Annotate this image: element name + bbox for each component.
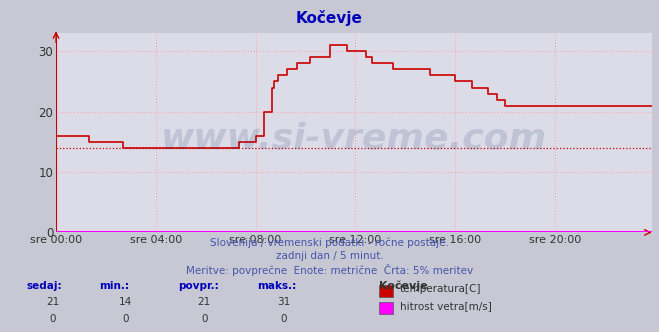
Text: 31: 31: [277, 297, 290, 307]
Text: 0: 0: [201, 314, 208, 324]
Text: Kočevje: Kočevje: [379, 281, 428, 291]
Text: povpr.:: povpr.:: [178, 281, 219, 290]
Text: 0: 0: [49, 314, 56, 324]
Text: 0: 0: [122, 314, 129, 324]
Text: 21: 21: [46, 297, 59, 307]
Text: www.si-vreme.com: www.si-vreme.com: [161, 122, 547, 156]
Text: temperatura[C]: temperatura[C]: [400, 284, 482, 294]
Text: Slovenija / vremenski podatki - ročne postaje.: Slovenija / vremenski podatki - ročne po…: [210, 237, 449, 248]
Text: 0: 0: [280, 314, 287, 324]
Text: Kočevje: Kočevje: [296, 10, 363, 26]
Text: sedaj:: sedaj:: [26, 281, 62, 290]
Text: Meritve: povprečne  Enote: metrične  Črta: 5% meritev: Meritve: povprečne Enote: metrične Črta:…: [186, 264, 473, 276]
Text: 14: 14: [119, 297, 132, 307]
Text: 21: 21: [198, 297, 211, 307]
Text: maks.:: maks.:: [257, 281, 297, 290]
Text: min.:: min.:: [99, 281, 129, 290]
Text: hitrost vetra[m/s]: hitrost vetra[m/s]: [400, 301, 492, 311]
Text: zadnji dan / 5 minut.: zadnji dan / 5 minut.: [275, 251, 384, 261]
